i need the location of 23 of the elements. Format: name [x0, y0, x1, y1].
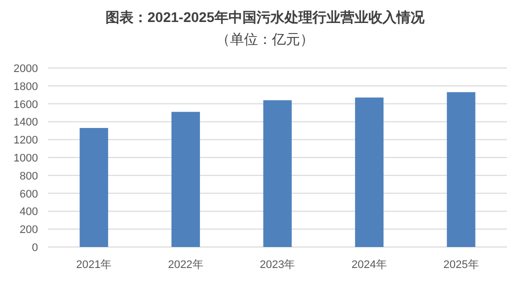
x-tick-label: 2022年	[168, 259, 204, 271]
bar	[80, 128, 108, 247]
y-tick-label: 1200	[14, 134, 38, 147]
bar	[446, 92, 476, 247]
y-tick-label: 1400	[14, 116, 38, 129]
chart-subtitle: （单位：亿元）	[216, 31, 314, 47]
y-tick-label: 0	[32, 242, 38, 254]
y-tick-label: 1000	[14, 152, 38, 164]
x-tick-label: 2021年	[76, 259, 112, 271]
y-tick-label: 800	[20, 170, 38, 182]
x-tick-label: 2023年	[260, 259, 296, 271]
y-tick-label: 600	[20, 188, 38, 200]
y-tick-label: 1600	[14, 98, 38, 111]
x-tick-label: 2025年	[443, 259, 479, 271]
bar	[263, 100, 292, 247]
x-tick-label: 2024年	[352, 259, 388, 271]
bar	[171, 112, 200, 247]
y-tick-label: 1800	[14, 80, 38, 93]
chart-title: 图表：2021-2025年中国污水处理行业营业收入情况	[106, 9, 426, 25]
y-tick-label: 200	[20, 224, 38, 236]
y-tick-label: 400	[20, 206, 38, 218]
bar	[355, 98, 384, 247]
y-tick-label: 2000	[14, 63, 38, 75]
